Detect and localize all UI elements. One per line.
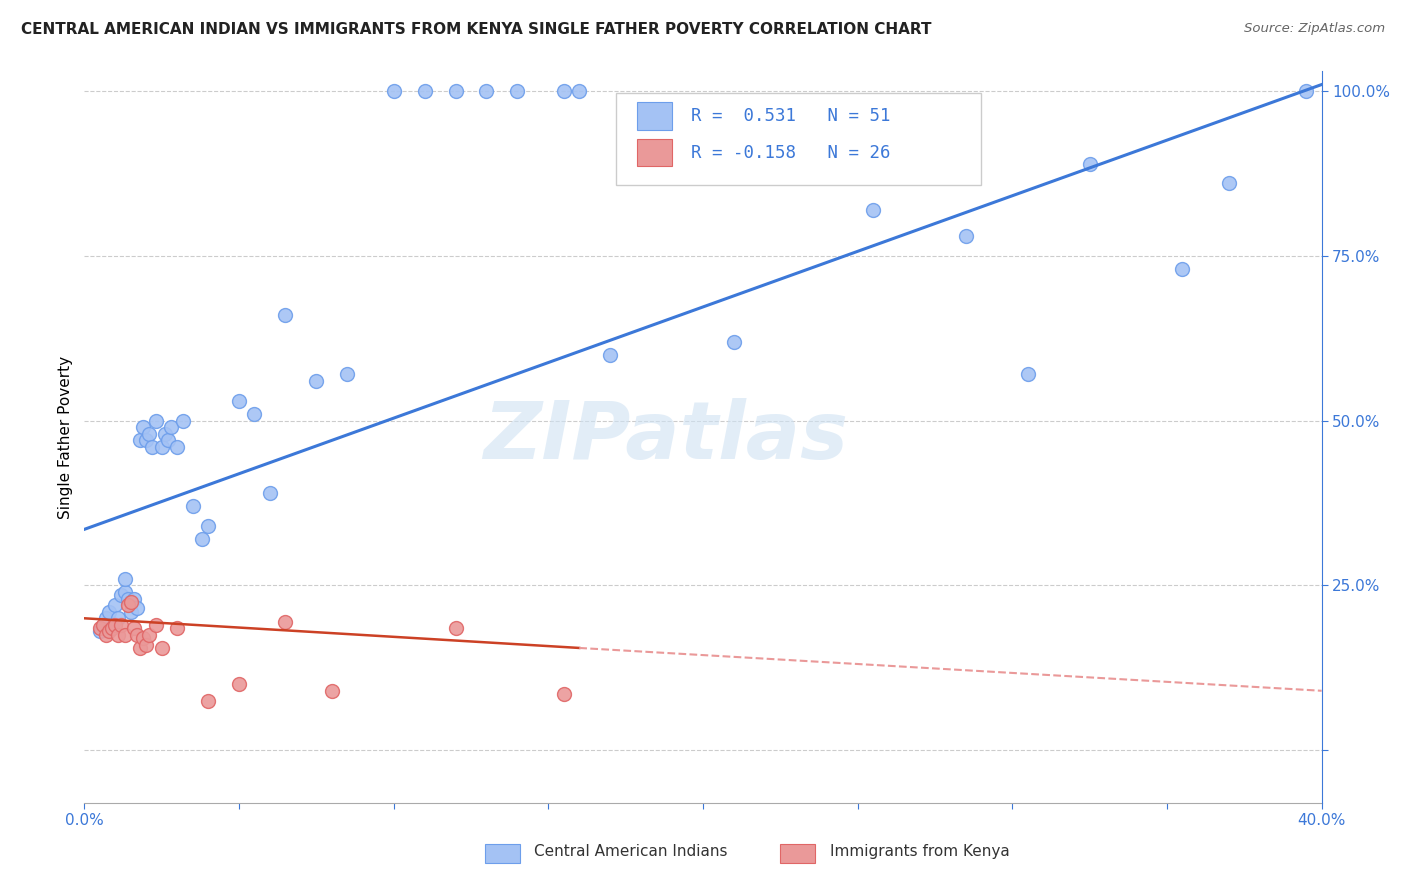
Text: Source: ZipAtlas.com: Source: ZipAtlas.com bbox=[1244, 22, 1385, 36]
Point bbox=[172, 414, 194, 428]
Point bbox=[568, 84, 591, 98]
Point bbox=[114, 585, 136, 599]
Point bbox=[89, 621, 111, 635]
Point bbox=[107, 628, 129, 642]
Point bbox=[1017, 368, 1039, 382]
Point bbox=[191, 533, 214, 547]
Point bbox=[117, 591, 139, 606]
Point bbox=[125, 628, 148, 642]
Point bbox=[506, 84, 529, 98]
Y-axis label: Single Father Poverty: Single Father Poverty bbox=[58, 356, 73, 518]
Point bbox=[413, 84, 436, 98]
Point bbox=[1171, 262, 1194, 277]
Point bbox=[145, 618, 167, 632]
FancyBboxPatch shape bbox=[637, 138, 672, 167]
Point bbox=[274, 615, 297, 629]
Text: R = -0.158   N = 26: R = -0.158 N = 26 bbox=[690, 144, 890, 161]
Point bbox=[1218, 177, 1240, 191]
Point bbox=[104, 598, 127, 612]
Point bbox=[723, 334, 745, 349]
Point bbox=[132, 631, 155, 645]
Point bbox=[228, 677, 250, 691]
Text: Immigrants from Kenya: Immigrants from Kenya bbox=[830, 845, 1010, 859]
Point bbox=[122, 621, 145, 635]
Point bbox=[166, 621, 188, 635]
Point bbox=[955, 229, 977, 244]
Point bbox=[132, 420, 155, 434]
Point bbox=[153, 426, 176, 441]
Point bbox=[166, 440, 188, 454]
Point bbox=[181, 500, 204, 514]
Point bbox=[114, 628, 136, 642]
Point bbox=[259, 486, 281, 500]
Text: Central American Indians: Central American Indians bbox=[534, 845, 728, 859]
Point bbox=[138, 628, 160, 642]
Point bbox=[553, 687, 575, 701]
Point bbox=[321, 683, 343, 698]
FancyBboxPatch shape bbox=[637, 102, 672, 130]
Point bbox=[1078, 156, 1101, 170]
Point bbox=[120, 595, 142, 609]
Point bbox=[110, 618, 132, 632]
Point bbox=[444, 621, 467, 635]
Point bbox=[98, 624, 121, 639]
Point bbox=[135, 434, 157, 448]
Point bbox=[129, 640, 152, 655]
Point bbox=[91, 618, 114, 632]
Point bbox=[122, 591, 145, 606]
Point bbox=[120, 595, 142, 609]
Point bbox=[599, 348, 621, 362]
Point bbox=[101, 621, 124, 635]
FancyBboxPatch shape bbox=[616, 94, 981, 185]
Point bbox=[156, 434, 179, 448]
Point bbox=[101, 621, 124, 635]
Point bbox=[274, 308, 297, 322]
Text: R =  0.531   N = 51: R = 0.531 N = 51 bbox=[690, 107, 890, 125]
Point bbox=[305, 374, 328, 388]
Point bbox=[160, 420, 183, 434]
Point bbox=[553, 84, 575, 98]
Point bbox=[444, 84, 467, 98]
Point bbox=[138, 426, 160, 441]
Point bbox=[382, 84, 405, 98]
Point bbox=[141, 440, 163, 454]
Point bbox=[110, 588, 132, 602]
Text: ZIPatlas: ZIPatlas bbox=[484, 398, 848, 476]
Point bbox=[114, 572, 136, 586]
Point bbox=[89, 624, 111, 639]
Point bbox=[150, 440, 173, 454]
Point bbox=[104, 618, 127, 632]
Point bbox=[125, 601, 148, 615]
Text: CENTRAL AMERICAN INDIAN VS IMMIGRANTS FROM KENYA SINGLE FATHER POVERTY CORRELATI: CENTRAL AMERICAN INDIAN VS IMMIGRANTS FR… bbox=[21, 22, 932, 37]
Point bbox=[135, 638, 157, 652]
Point bbox=[107, 611, 129, 625]
Point bbox=[145, 414, 167, 428]
Point bbox=[197, 693, 219, 707]
Point bbox=[862, 202, 884, 217]
Point bbox=[336, 368, 359, 382]
Point bbox=[98, 605, 121, 619]
Point bbox=[475, 84, 498, 98]
Point bbox=[197, 519, 219, 533]
Point bbox=[94, 628, 117, 642]
Point bbox=[150, 640, 173, 655]
Point bbox=[243, 407, 266, 421]
Point bbox=[120, 605, 142, 619]
Point bbox=[228, 393, 250, 408]
Point bbox=[129, 434, 152, 448]
Point bbox=[94, 611, 117, 625]
Point bbox=[1295, 84, 1317, 98]
Point bbox=[117, 598, 139, 612]
